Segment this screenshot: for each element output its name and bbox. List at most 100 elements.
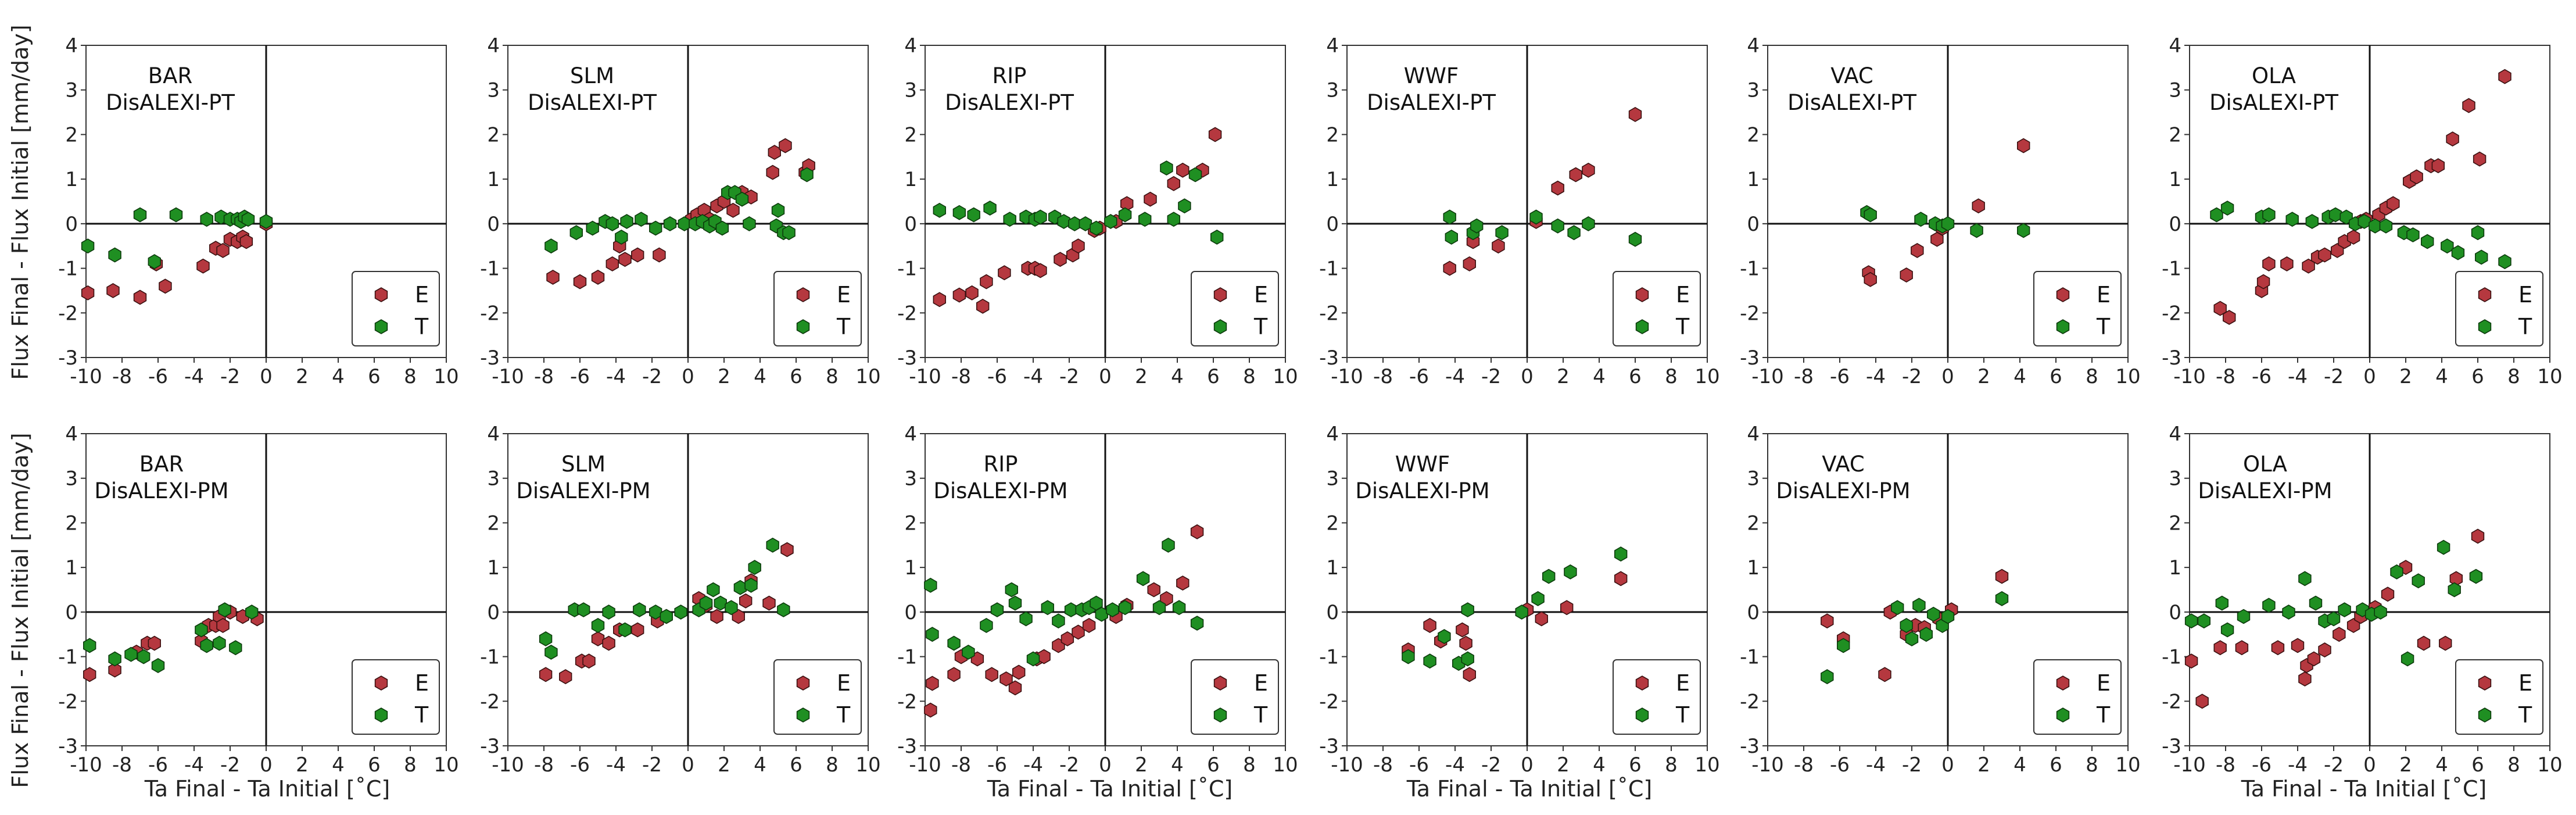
data-point-t [1162, 537, 1175, 553]
legend: ET [2455, 659, 2543, 735]
y-tick-label: -1 [58, 258, 78, 281]
x-tick-label: 4 [1593, 753, 1606, 777]
data-point-e [2291, 638, 2305, 653]
data-point-t [952, 205, 966, 220]
x-tick-label: 4 [332, 753, 345, 777]
data-point-t [1106, 602, 1119, 617]
x-tick-label: 2 [1557, 365, 1570, 388]
data-point-t [1210, 229, 1224, 245]
data-point-e [768, 145, 781, 160]
data-point-t [2210, 207, 2223, 223]
y-tick-label: -1 [480, 258, 500, 281]
x-tick-label: -10 [70, 365, 102, 388]
x-tick-label: 8 [1665, 753, 1678, 777]
legend-box [2455, 659, 2543, 735]
y-tick-label: 0 [65, 213, 78, 236]
legend: ET [352, 659, 440, 735]
data-point-t [1052, 613, 1065, 629]
data-point-e [2213, 301, 2227, 316]
x-tick-label: -4 [184, 753, 204, 777]
x-tick-label: -6 [570, 365, 590, 388]
x-tick-label: 6 [2050, 365, 2062, 388]
data-point-e [573, 274, 587, 289]
data-point-t [1090, 220, 1103, 236]
x-tick-label: -6 [1409, 753, 1429, 777]
data-point-e [2195, 694, 2209, 709]
y-tick-label: 1 [1326, 168, 1339, 191]
data-point-t [2285, 212, 2299, 227]
data-point-t [735, 191, 749, 207]
data-point-t [1445, 229, 1458, 245]
data-point-t [800, 167, 814, 183]
x-tick-label: 8 [2507, 753, 2520, 777]
data-point-t [2441, 238, 2454, 254]
data-point-e [216, 617, 230, 633]
data-point-t [148, 254, 162, 270]
y-tick-label: 4 [487, 423, 500, 446]
x-tick-label: -6 [1830, 753, 1850, 777]
x-tick-label: 10 [2537, 365, 2562, 388]
y-tick-label: 3 [487, 467, 500, 491]
x-tick-label: 4 [2013, 753, 2026, 777]
data-point-t [576, 602, 590, 617]
data-point-t [2017, 223, 2030, 238]
data-point-t [544, 644, 558, 660]
data-point-e [980, 274, 993, 289]
x-tick-label: 10 [1273, 365, 1298, 388]
x-tick-label: 8 [404, 365, 417, 388]
data-point-t [782, 225, 796, 241]
legend-marker-t [1213, 319, 1227, 334]
x-tick-label: -2 [1902, 753, 1922, 777]
x-tick-label: 2 [296, 753, 309, 777]
data-point-t [1495, 225, 1509, 241]
y-tick-label: 3 [1747, 79, 1760, 102]
data-point-e [933, 292, 946, 308]
legend-marker-e [796, 675, 810, 691]
y-tick-label: 3 [65, 467, 78, 491]
data-point-e [196, 258, 210, 274]
x-tick-label: 6 [1207, 753, 1220, 777]
x-tick-label: 10 [1694, 365, 1719, 388]
site-label: BAR [139, 452, 184, 477]
x-tick-label: 2 [1135, 753, 1148, 777]
data-point-e [766, 165, 779, 180]
data-point-t [1190, 616, 1204, 631]
y-tick-label: -1 [897, 646, 917, 669]
x-tick-label: 6 [1629, 753, 1642, 777]
data-point-e [2446, 131, 2459, 147]
data-point-t [1064, 602, 1078, 617]
x-tick-label: -6 [987, 365, 1007, 388]
data-point-e [1535, 611, 1548, 627]
x-tick-label: 6 [368, 365, 381, 388]
x-tick-label: -4 [606, 365, 626, 388]
data-point-t [259, 214, 273, 229]
x-tick-label: -2 [1481, 753, 1501, 777]
legend-marker-e [374, 675, 388, 691]
data-point-e [976, 298, 990, 314]
data-point-t [1864, 207, 1877, 223]
y-tick-label: -1 [1319, 258, 1339, 281]
x-tick-label: 0 [682, 365, 694, 388]
model-label: DisALEXI-PT [2209, 90, 2338, 115]
x-tick-label: -2 [220, 753, 240, 777]
model-label: DisALEXI-PT [106, 90, 235, 115]
data-point-t [229, 640, 242, 656]
y-tick-label: 0 [65, 601, 78, 624]
data-point-t [195, 622, 208, 638]
data-point-e [1821, 613, 1834, 629]
data-point-e [1864, 271, 1877, 287]
data-point-t [771, 202, 785, 218]
x-tick-label: 2 [1977, 365, 1990, 388]
data-point-t [2215, 595, 2229, 611]
y-tick-label: 0 [1326, 601, 1339, 624]
data-point-e [726, 202, 740, 218]
data-point-e [2471, 528, 2485, 544]
x-tick-label: 10 [2115, 753, 2140, 777]
data-point-t [1628, 231, 1642, 247]
x-tick-label: 8 [404, 753, 417, 777]
x-tick-label: 10 [433, 365, 458, 388]
data-point-t [2197, 613, 2210, 629]
data-point-t [2282, 604, 2295, 620]
y-tick-label: -1 [897, 258, 917, 281]
y-tick-label: 3 [1747, 467, 1760, 491]
